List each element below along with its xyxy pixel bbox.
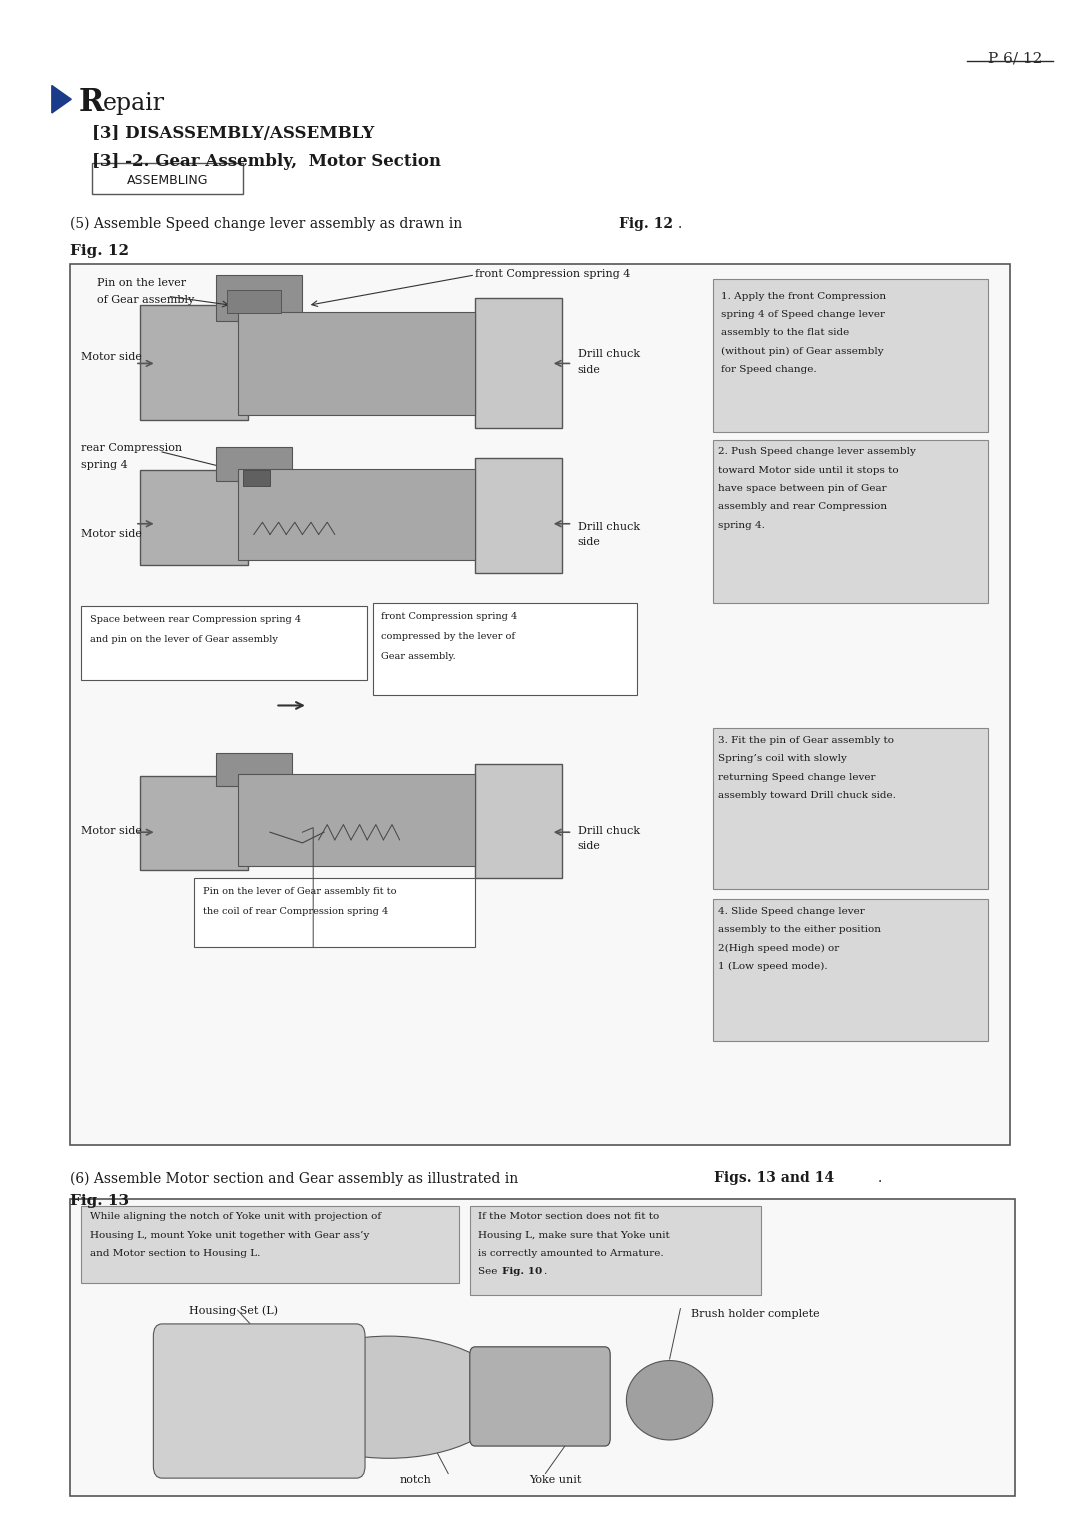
FancyBboxPatch shape	[81, 606, 367, 680]
Text: 2(High speed mode) or: 2(High speed mode) or	[718, 944, 839, 953]
Text: Fig. 13: Fig. 13	[70, 1194, 130, 1208]
FancyBboxPatch shape	[475, 458, 562, 573]
Ellipse shape	[270, 1336, 508, 1458]
FancyBboxPatch shape	[238, 312, 475, 415]
Text: assembly toward Drill chuck side.: assembly toward Drill chuck side.	[718, 791, 896, 800]
FancyBboxPatch shape	[216, 275, 302, 321]
Text: Drill chuck: Drill chuck	[578, 522, 640, 531]
Text: have space between pin of Gear: have space between pin of Gear	[718, 484, 887, 493]
Text: the coil of rear Compression spring 4: the coil of rear Compression spring 4	[203, 907, 389, 916]
Text: If the Motor section does not fit to: If the Motor section does not fit to	[478, 1212, 660, 1222]
FancyBboxPatch shape	[140, 470, 248, 565]
FancyBboxPatch shape	[238, 774, 475, 866]
Text: 3. Fit the pin of Gear assembly to: 3. Fit the pin of Gear assembly to	[718, 736, 894, 745]
Text: 1. Apply the front Compression: 1. Apply the front Compression	[721, 292, 887, 301]
Text: of Gear assembly: of Gear assembly	[97, 295, 194, 305]
Text: toward Motor side until it stops to: toward Motor side until it stops to	[718, 466, 899, 475]
Text: .: .	[678, 217, 683, 231]
Text: is correctly amounted to Armature.: is correctly amounted to Armature.	[478, 1249, 664, 1258]
Text: and pin on the lever of Gear assembly: and pin on the lever of Gear assembly	[90, 635, 278, 644]
Polygon shape	[52, 86, 71, 113]
FancyBboxPatch shape	[713, 728, 988, 889]
Text: Fig. 12: Fig. 12	[70, 244, 130, 258]
Text: Yoke unit: Yoke unit	[529, 1475, 581, 1486]
FancyBboxPatch shape	[475, 764, 562, 878]
FancyBboxPatch shape	[713, 279, 988, 432]
Text: 4. Slide Speed change lever: 4. Slide Speed change lever	[718, 907, 865, 916]
Text: R: R	[79, 87, 104, 118]
FancyBboxPatch shape	[470, 1347, 610, 1446]
Text: and Motor section to Housing L.: and Motor section to Housing L.	[90, 1249, 260, 1258]
FancyBboxPatch shape	[475, 298, 562, 428]
Text: [3] DISASSEMBLY/ASSEMBLY: [3] DISASSEMBLY/ASSEMBLY	[92, 125, 374, 142]
Text: Spring’s coil with slowly: Spring’s coil with slowly	[718, 754, 847, 764]
Text: spring 4.: spring 4.	[718, 521, 765, 530]
FancyBboxPatch shape	[140, 305, 248, 420]
FancyBboxPatch shape	[373, 603, 637, 695]
Text: [3] -2. Gear Assembly,  Motor Section: [3] -2. Gear Assembly, Motor Section	[92, 153, 441, 169]
FancyBboxPatch shape	[153, 1324, 365, 1478]
FancyBboxPatch shape	[140, 776, 248, 870]
Text: epair: epair	[103, 92, 164, 115]
FancyBboxPatch shape	[238, 469, 475, 560]
Text: Fig. 10: Fig. 10	[502, 1267, 542, 1277]
Text: rear Compression: rear Compression	[81, 443, 183, 454]
Text: compressed by the lever of: compressed by the lever of	[381, 632, 515, 641]
Text: (without pin) of Gear assembly: (without pin) of Gear assembly	[721, 347, 885, 356]
FancyBboxPatch shape	[81, 1206, 459, 1283]
Text: assembly to the flat side: assembly to the flat side	[721, 328, 850, 337]
FancyBboxPatch shape	[713, 899, 988, 1041]
Text: Space between rear Compression spring 4: Space between rear Compression spring 4	[90, 615, 300, 625]
Text: While aligning the notch of Yoke unit with projection of: While aligning the notch of Yoke unit wi…	[90, 1212, 381, 1222]
Text: side: side	[578, 538, 600, 547]
Text: Motor side: Motor side	[81, 530, 141, 539]
Text: Housing Set (L): Housing Set (L)	[189, 1306, 278, 1316]
Text: Pin on the lever of Gear assembly fit to: Pin on the lever of Gear assembly fit to	[203, 887, 396, 896]
FancyBboxPatch shape	[216, 753, 292, 786]
FancyBboxPatch shape	[194, 878, 475, 947]
Text: Drill chuck: Drill chuck	[578, 826, 640, 835]
Text: spring 4 of Speed change lever: spring 4 of Speed change lever	[721, 310, 886, 319]
Text: side: side	[578, 365, 600, 374]
Text: Gear assembly.: Gear assembly.	[381, 652, 456, 661]
Text: spring 4: spring 4	[81, 460, 127, 470]
FancyBboxPatch shape	[227, 290, 281, 313]
Text: Motor side: Motor side	[81, 826, 141, 835]
Text: Brush holder complete: Brush holder complete	[691, 1309, 820, 1319]
FancyBboxPatch shape	[470, 1206, 761, 1295]
Text: Gear ass’y: Gear ass’y	[410, 1402, 469, 1412]
Text: ASSEMBLING: ASSEMBLING	[126, 174, 208, 188]
FancyBboxPatch shape	[216, 447, 292, 481]
Text: (5) Assemble Speed change lever assembly as drawn in: (5) Assemble Speed change lever assembly…	[70, 217, 467, 231]
Text: Figs. 13 and 14: Figs. 13 and 14	[714, 1171, 834, 1185]
Text: Housing L, mount Yoke unit together with Gear ass’y: Housing L, mount Yoke unit together with…	[90, 1231, 369, 1240]
Text: notch: notch	[400, 1475, 432, 1486]
FancyBboxPatch shape	[243, 470, 270, 486]
Text: .: .	[878, 1171, 882, 1185]
Text: See: See	[478, 1267, 501, 1277]
Text: Housing L, make sure that Yoke unit: Housing L, make sure that Yoke unit	[478, 1231, 671, 1240]
FancyBboxPatch shape	[70, 264, 1010, 1145]
Text: 2. Push Speed change lever assembly: 2. Push Speed change lever assembly	[718, 447, 916, 457]
Text: front Compression spring 4: front Compression spring 4	[381, 612, 517, 621]
Text: assembly and rear Compression: assembly and rear Compression	[718, 502, 888, 512]
Text: 1 (Low speed mode).: 1 (Low speed mode).	[718, 962, 828, 971]
Text: front Compression spring 4: front Compression spring 4	[475, 269, 631, 279]
Text: P 6/ 12: P 6/ 12	[988, 52, 1042, 66]
FancyBboxPatch shape	[713, 440, 988, 603]
Text: for Speed change.: for Speed change.	[721, 365, 818, 374]
Text: protrusion: protrusion	[189, 1362, 248, 1373]
Text: assembly to the either position: assembly to the either position	[718, 925, 881, 935]
Text: returning Speed change lever: returning Speed change lever	[718, 773, 876, 782]
FancyBboxPatch shape	[70, 1199, 1015, 1496]
Text: Motor side: Motor side	[81, 353, 141, 362]
Text: Fig. 12: Fig. 12	[619, 217, 673, 231]
Text: side: side	[578, 841, 600, 851]
Text: .: .	[543, 1267, 546, 1277]
Text: (6) Assemble Motor section and Gear assembly as illustrated in: (6) Assemble Motor section and Gear asse…	[70, 1171, 523, 1185]
Text: Drill chuck: Drill chuck	[578, 350, 640, 359]
Ellipse shape	[626, 1361, 713, 1440]
Text: Pin on the lever: Pin on the lever	[97, 278, 187, 289]
